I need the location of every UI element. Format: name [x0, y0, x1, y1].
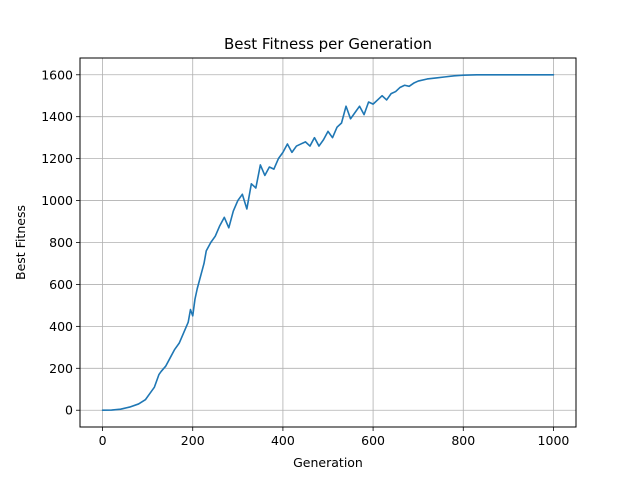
- y-tick-label: 1200: [41, 151, 73, 166]
- x-tick-label: 0: [99, 433, 107, 448]
- y-tick-label: 0: [65, 403, 73, 418]
- y-tick-label: 600: [49, 277, 73, 292]
- y-tick-label: 1400: [41, 109, 73, 124]
- y-axis-label: Best Fitness: [13, 205, 28, 280]
- x-tick-label: 1000: [538, 433, 570, 448]
- y-tick-label: 1600: [41, 67, 73, 82]
- y-tick-label: 200: [49, 361, 73, 376]
- x-tick-label: 800: [451, 433, 475, 448]
- y-tick-label: 1000: [41, 193, 73, 208]
- x-tick-label: 600: [361, 433, 385, 448]
- y-tick-label: 800: [49, 235, 73, 250]
- chart-title: Best Fitness per Generation: [224, 35, 432, 53]
- x-tick-label: 200: [181, 433, 205, 448]
- series-layer: [101, 73, 555, 412]
- tick-layer: 0 200 400 600 800 1000 0 200 400 600 800 1000 1200 14…: [41, 67, 569, 448]
- series-line: [101, 73, 555, 412]
- grid: [80, 58, 576, 427]
- y-tick-label: 400: [49, 319, 73, 334]
- x-axis-label: Generation: [293, 455, 363, 470]
- x-tick-label: 400: [271, 433, 295, 448]
